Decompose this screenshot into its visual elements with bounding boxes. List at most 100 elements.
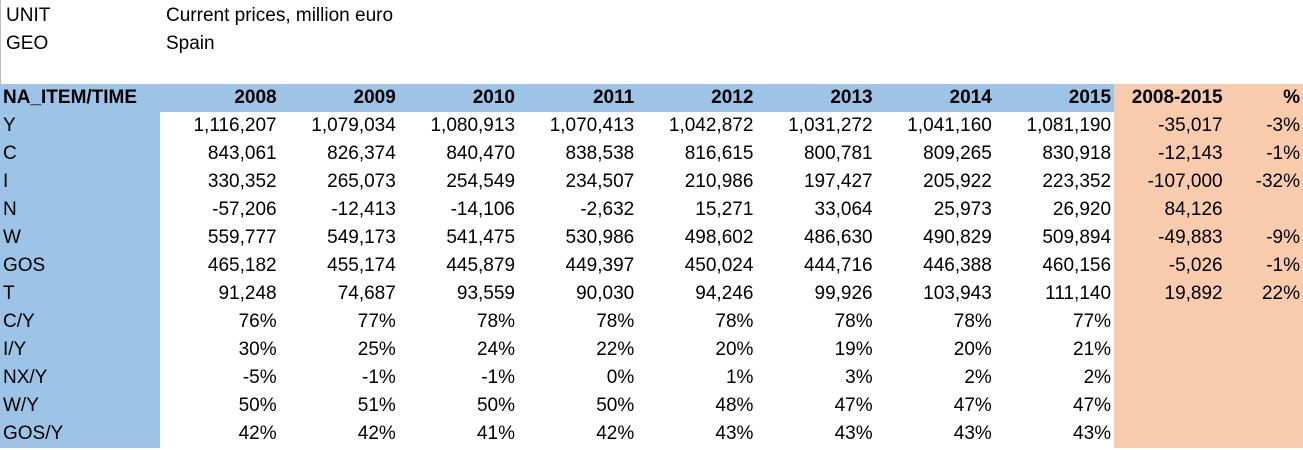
header-cell[interactable]: 2012 — [637, 84, 757, 112]
value-cell[interactable]: 197,427 — [803, 171, 873, 192]
value-cell[interactable]: 43% — [715, 423, 754, 444]
value-cell[interactable]: 41% — [476, 423, 516, 444]
header-cell[interactable]: 2013 — [756, 84, 876, 112]
value-cell[interactable]: 816,615 — [684, 143, 754, 164]
row-label-cell[interactable]: NX/Y — [0, 364, 161, 392]
value-cell[interactable] — [1114, 420, 1226, 448]
value-cell[interactable]: 93,559 — [456, 283, 516, 304]
value-cell[interactable]: 1,070,413 — [549, 115, 635, 136]
value-cell[interactable]: -49,883 — [1114, 224, 1226, 252]
header-cell[interactable]: 2011 — [518, 84, 638, 112]
row-label-cell[interactable]: W — [0, 224, 161, 252]
value-cell[interactable]: 15,271 — [695, 199, 754, 220]
value-cell[interactable]: 50% — [476, 395, 516, 416]
header-cell-item[interactable]: NA_ITEM/TIME — [0, 84, 161, 112]
value-cell[interactable] — [1225, 196, 1303, 224]
value-cell[interactable]: 498,602 — [684, 227, 754, 248]
value-cell[interactable] — [1225, 336, 1303, 364]
value-cell[interactable]: 455,174 — [327, 255, 396, 276]
value-cell[interactable]: -12,143 — [1114, 140, 1226, 168]
value-cell[interactable]: 26,920 — [1052, 199, 1112, 220]
value-cell[interactable]: 1,041,160 — [907, 115, 992, 136]
header-cell[interactable]: 2009 — [279, 84, 399, 112]
header-cell[interactable]: 2010 — [398, 84, 519, 112]
value-cell[interactable]: 1,031,272 — [788, 115, 873, 136]
value-cell[interactable]: -1% — [1225, 140, 1303, 168]
value-cell[interactable]: 486,630 — [803, 227, 873, 248]
value-cell[interactable]: 78% — [834, 311, 873, 332]
value-cell[interactable]: 20% — [953, 339, 992, 360]
value-cell[interactable]: 50% — [238, 395, 277, 416]
value-cell[interactable] — [1114, 392, 1226, 420]
value-cell[interactable]: 826,374 — [327, 143, 396, 164]
value-cell[interactable]: 22% — [1225, 280, 1303, 308]
header-cell[interactable]: 2008 — [160, 84, 280, 112]
geo-value[interactable]: Spain — [166, 33, 215, 54]
value-cell[interactable]: 800,781 — [803, 143, 873, 164]
header-cell[interactable]: 2014 — [875, 84, 995, 112]
unit-label[interactable]: UNIT — [6, 5, 51, 26]
value-cell[interactable]: 47% — [1073, 395, 1112, 416]
value-cell[interactable]: 78% — [476, 311, 516, 332]
value-cell[interactable]: 19% — [834, 339, 873, 360]
value-cell[interactable]: 30% — [238, 339, 277, 360]
value-cell[interactable]: 843,061 — [207, 143, 277, 164]
value-cell[interactable]: 210,986 — [684, 171, 754, 192]
value-cell[interactable]: 1,116,207 — [193, 115, 277, 136]
value-cell[interactable]: -1% — [481, 367, 516, 388]
value-cell[interactable]: 254,549 — [446, 171, 516, 192]
value-cell[interactable]: 541,475 — [446, 227, 516, 248]
value-cell[interactable] — [1114, 336, 1226, 364]
value-cell[interactable]: 450,024 — [684, 255, 754, 276]
value-cell[interactable]: 43% — [1073, 423, 1112, 444]
value-cell[interactable]: -5% — [242, 367, 277, 388]
value-cell[interactable]: 78% — [715, 311, 754, 332]
value-cell[interactable] — [1225, 364, 1303, 392]
value-cell[interactable]: 74,687 — [337, 283, 396, 304]
row-label-cell[interactable]: Y — [0, 112, 161, 140]
row-label-cell[interactable]: C/Y — [0, 308, 161, 336]
value-cell[interactable]: -57,206 — [212, 199, 277, 220]
value-cell[interactable]: 78% — [596, 311, 635, 332]
value-cell[interactable]: 19,892 — [1114, 280, 1226, 308]
value-cell[interactable]: -1% — [1225, 252, 1303, 280]
value-cell[interactable]: 509,894 — [1042, 227, 1112, 248]
row-label-cell[interactable]: GOS/Y — [0, 420, 161, 448]
row-label-cell[interactable]: N — [0, 196, 161, 224]
value-cell[interactable]: 1% — [725, 367, 754, 388]
value-cell[interactable]: 94,246 — [695, 283, 754, 304]
value-cell[interactable]: 99,926 — [814, 283, 873, 304]
row-label-cell[interactable]: C — [0, 140, 161, 168]
value-cell[interactable]: 90,030 — [576, 283, 635, 304]
value-cell[interactable]: 2% — [1083, 367, 1112, 388]
value-cell[interactable]: 460,156 — [1042, 255, 1112, 276]
value-cell[interactable]: 47% — [953, 395, 992, 416]
value-cell[interactable]: 2% — [964, 367, 992, 388]
value-cell[interactable] — [1225, 420, 1303, 448]
value-cell[interactable]: -14,106 — [450, 199, 516, 220]
value-cell[interactable]: 1,079,034 — [311, 115, 396, 136]
value-cell[interactable]: -107,000 — [1114, 168, 1226, 196]
value-cell[interactable]: 1,080,913 — [430, 115, 516, 136]
value-cell[interactable]: 21% — [1073, 339, 1112, 360]
value-cell[interactable]: 465,182 — [207, 255, 277, 276]
value-cell[interactable]: 3% — [845, 367, 873, 388]
value-cell[interactable]: 1,042,872 — [668, 115, 754, 136]
value-cell[interactable]: 1,081,190 — [1026, 115, 1112, 136]
geo-label[interactable]: GEO — [6, 33, 49, 54]
value-cell[interactable]: 449,397 — [565, 255, 635, 276]
value-cell[interactable]: 78% — [953, 311, 992, 332]
value-cell[interactable]: 530,986 — [565, 227, 635, 248]
value-cell[interactable]: 77% — [357, 311, 396, 332]
value-cell[interactable]: 444,716 — [803, 255, 873, 276]
value-cell[interactable]: 223,352 — [1042, 171, 1112, 192]
row-label-cell[interactable]: I — [0, 168, 161, 196]
value-cell[interactable]: 25% — [357, 339, 396, 360]
value-cell[interactable]: 47% — [834, 395, 873, 416]
value-cell[interactable]: -2,632 — [580, 199, 635, 220]
value-cell[interactable]: 43% — [834, 423, 873, 444]
value-cell[interactable]: 205,922 — [923, 171, 992, 192]
value-cell[interactable]: 48% — [715, 395, 754, 416]
value-cell[interactable]: 42% — [357, 423, 396, 444]
value-cell[interactable]: 559,777 — [207, 227, 277, 248]
